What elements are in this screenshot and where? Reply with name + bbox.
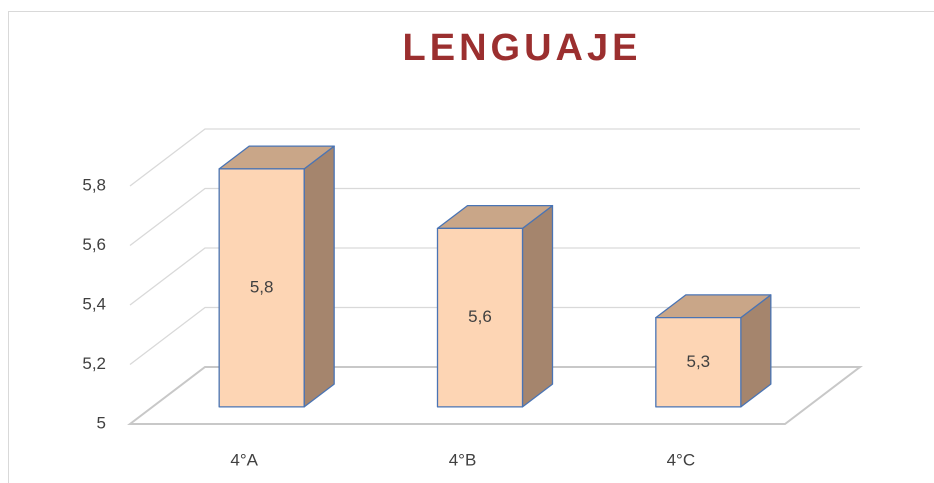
bar xyxy=(655,316,742,408)
y-tick-label: 5,2 xyxy=(82,354,106,373)
bar-side xyxy=(303,145,335,408)
grid-line xyxy=(129,247,860,306)
y-tick-label: 5 xyxy=(97,413,106,432)
data-label: 5,8 xyxy=(250,277,274,296)
bar xyxy=(218,168,305,408)
y-tick-label: 5,6 xyxy=(82,235,106,254)
grid-line xyxy=(129,187,860,247)
grid-line xyxy=(129,128,860,187)
grid-line xyxy=(129,306,860,366)
y-tick-label: 5,8 xyxy=(82,175,106,194)
x-tick-label: 4°C xyxy=(667,450,696,469)
x-tick-label: 4°B xyxy=(449,450,477,469)
y-tick-label: 5,4 xyxy=(82,294,106,313)
bar xyxy=(436,227,524,408)
bar-side xyxy=(521,204,554,408)
chart-border xyxy=(8,11,934,483)
chart-title: LENGUAJE xyxy=(403,27,642,69)
data-label: 5,3 xyxy=(687,352,711,371)
data-label: 5,6 xyxy=(468,307,492,326)
x-tick-label: 4°A xyxy=(230,450,258,469)
floor xyxy=(127,366,863,425)
